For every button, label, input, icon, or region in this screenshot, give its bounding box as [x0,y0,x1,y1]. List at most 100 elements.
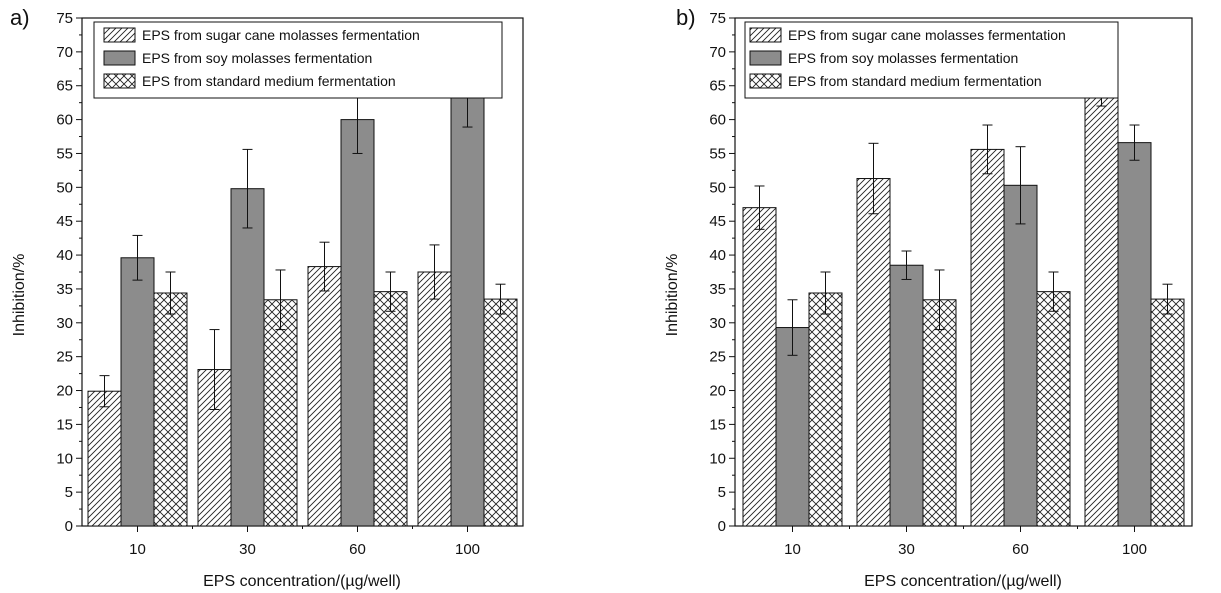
y-tick-label: 45 [56,213,73,230]
y-axis-label: Inhibition/% [11,254,28,337]
y-tick-label: 55 [709,145,726,162]
y-tick-label: 10 [709,450,726,467]
y-tick-label: 30 [56,315,73,332]
x-axis: 10 30 60 100 [784,526,1147,558]
y-tick-label: 50 [709,179,726,196]
y-axis-label: Inhibition/% [664,254,681,337]
y-tick-label: 35 [709,281,726,298]
legend-swatch [103,73,136,89]
bar [1150,298,1185,527]
legend-label: EPS from sugar cane molasses fermentatio… [142,27,420,43]
y-tick-label: 25 [56,349,73,366]
bar [263,299,298,527]
error-bar [429,244,440,300]
error-bar [1048,271,1059,312]
y-tick-label: 40 [709,247,726,264]
y-tick-label: 0 [718,518,726,535]
bar [889,264,924,527]
y-tick-label: 5 [718,484,726,501]
bar [808,292,843,527]
legend-label: EPS from standard medium fermentation [788,73,1042,89]
y-tick-label: 5 [65,484,73,501]
x-tick-label: 60 [1012,541,1029,558]
legend: EPS from sugar cane molasses fermentatio… [93,21,503,99]
y-tick-label: 10 [56,450,73,467]
y-axis: 0 5 10 15 20 25 30 35 40 45 50 55 60 65 70 75 [56,10,82,535]
x-tick-label: 10 [129,541,146,558]
error-bar [319,241,330,292]
y-tick-label: 70 [709,44,726,61]
x-axis-label: EPS concentration/(µg/well) [864,573,1062,590]
bar [307,266,342,527]
y-axis: 0 5 10 15 20 25 30 35 40 45 50 55 60 65 70 75 [709,10,735,535]
error-bar [1162,283,1173,315]
error-bar [868,142,879,215]
x-tick-label: 10 [784,541,801,558]
bar [417,271,452,527]
error-bar [901,250,912,280]
y-tick-label: 75 [56,10,73,27]
y-tick-label: 60 [56,112,73,129]
bar [1003,184,1038,527]
y-tick-label: 60 [709,112,726,129]
y-tick-label: 45 [709,213,726,230]
error-bar [165,271,176,315]
legend-box [744,21,1119,99]
y-tick-label: 15 [56,416,73,433]
legend-label: EPS from sugar cane molasses fermentatio… [788,27,1066,43]
x-tick-label: 100 [455,541,480,558]
y-tick-label: 0 [65,518,73,535]
y-tick-label: 55 [56,145,73,162]
legend-label: EPS from soy molasses fermentation [788,50,1018,66]
error-bar [209,329,220,410]
bar [1084,71,1119,527]
bars-group [87,43,518,527]
y-tick-label: 75 [709,10,726,27]
y-tick-label: 20 [709,383,726,400]
bar [230,188,265,527]
bar [340,119,375,527]
error-bar [242,148,253,229]
chart-panel-b: b) 0 5 10 15 20 25 30 35 40 45 50 55 60 65 70 75 10 30 60… [664,5,1193,590]
panel-label: a) [10,5,30,30]
legend-swatch [103,27,136,43]
error-bar [787,299,798,356]
y-tick-label: 15 [709,416,726,433]
x-tick-label: 30 [239,541,256,558]
error-bar [820,271,831,315]
error-bar [275,269,286,331]
legend-box [93,21,503,99]
bar [373,291,408,527]
chart-panel-a: a) 0 5 10 15 20 25 30 35 40 45 50 55 60 65 70 75 10 30 60… [10,5,524,590]
x-axis: 10 30 60 100 [129,526,480,558]
bar [450,85,485,527]
legend-swatch [749,27,782,43]
bars-group [742,36,1185,527]
y-tick-label: 35 [56,281,73,298]
x-axis-label: EPS concentration/(µg/well) [203,573,401,590]
y-tick-label: 40 [56,247,73,264]
bar [970,148,1005,527]
x-tick-label: 30 [898,541,915,558]
y-tick-label: 70 [56,44,73,61]
bar [153,292,188,527]
error-bar [1015,146,1026,225]
error-bar [495,283,506,315]
error-bar [132,234,143,281]
y-tick-label: 30 [709,315,726,332]
legend-swatch [749,73,782,89]
error-bar [934,269,945,331]
bar [483,298,518,527]
y-tick-label: 50 [56,179,73,196]
error-bar [385,271,396,312]
legend-swatch [749,50,782,66]
error-bar [1129,124,1140,161]
panel-label: b) [676,5,696,30]
y-tick-label: 20 [56,383,73,400]
bar [1117,142,1152,527]
error-bar [99,375,110,408]
error-bar [754,185,765,230]
legend: EPS from sugar cane molasses fermentatio… [744,21,1119,99]
bar [856,178,891,527]
